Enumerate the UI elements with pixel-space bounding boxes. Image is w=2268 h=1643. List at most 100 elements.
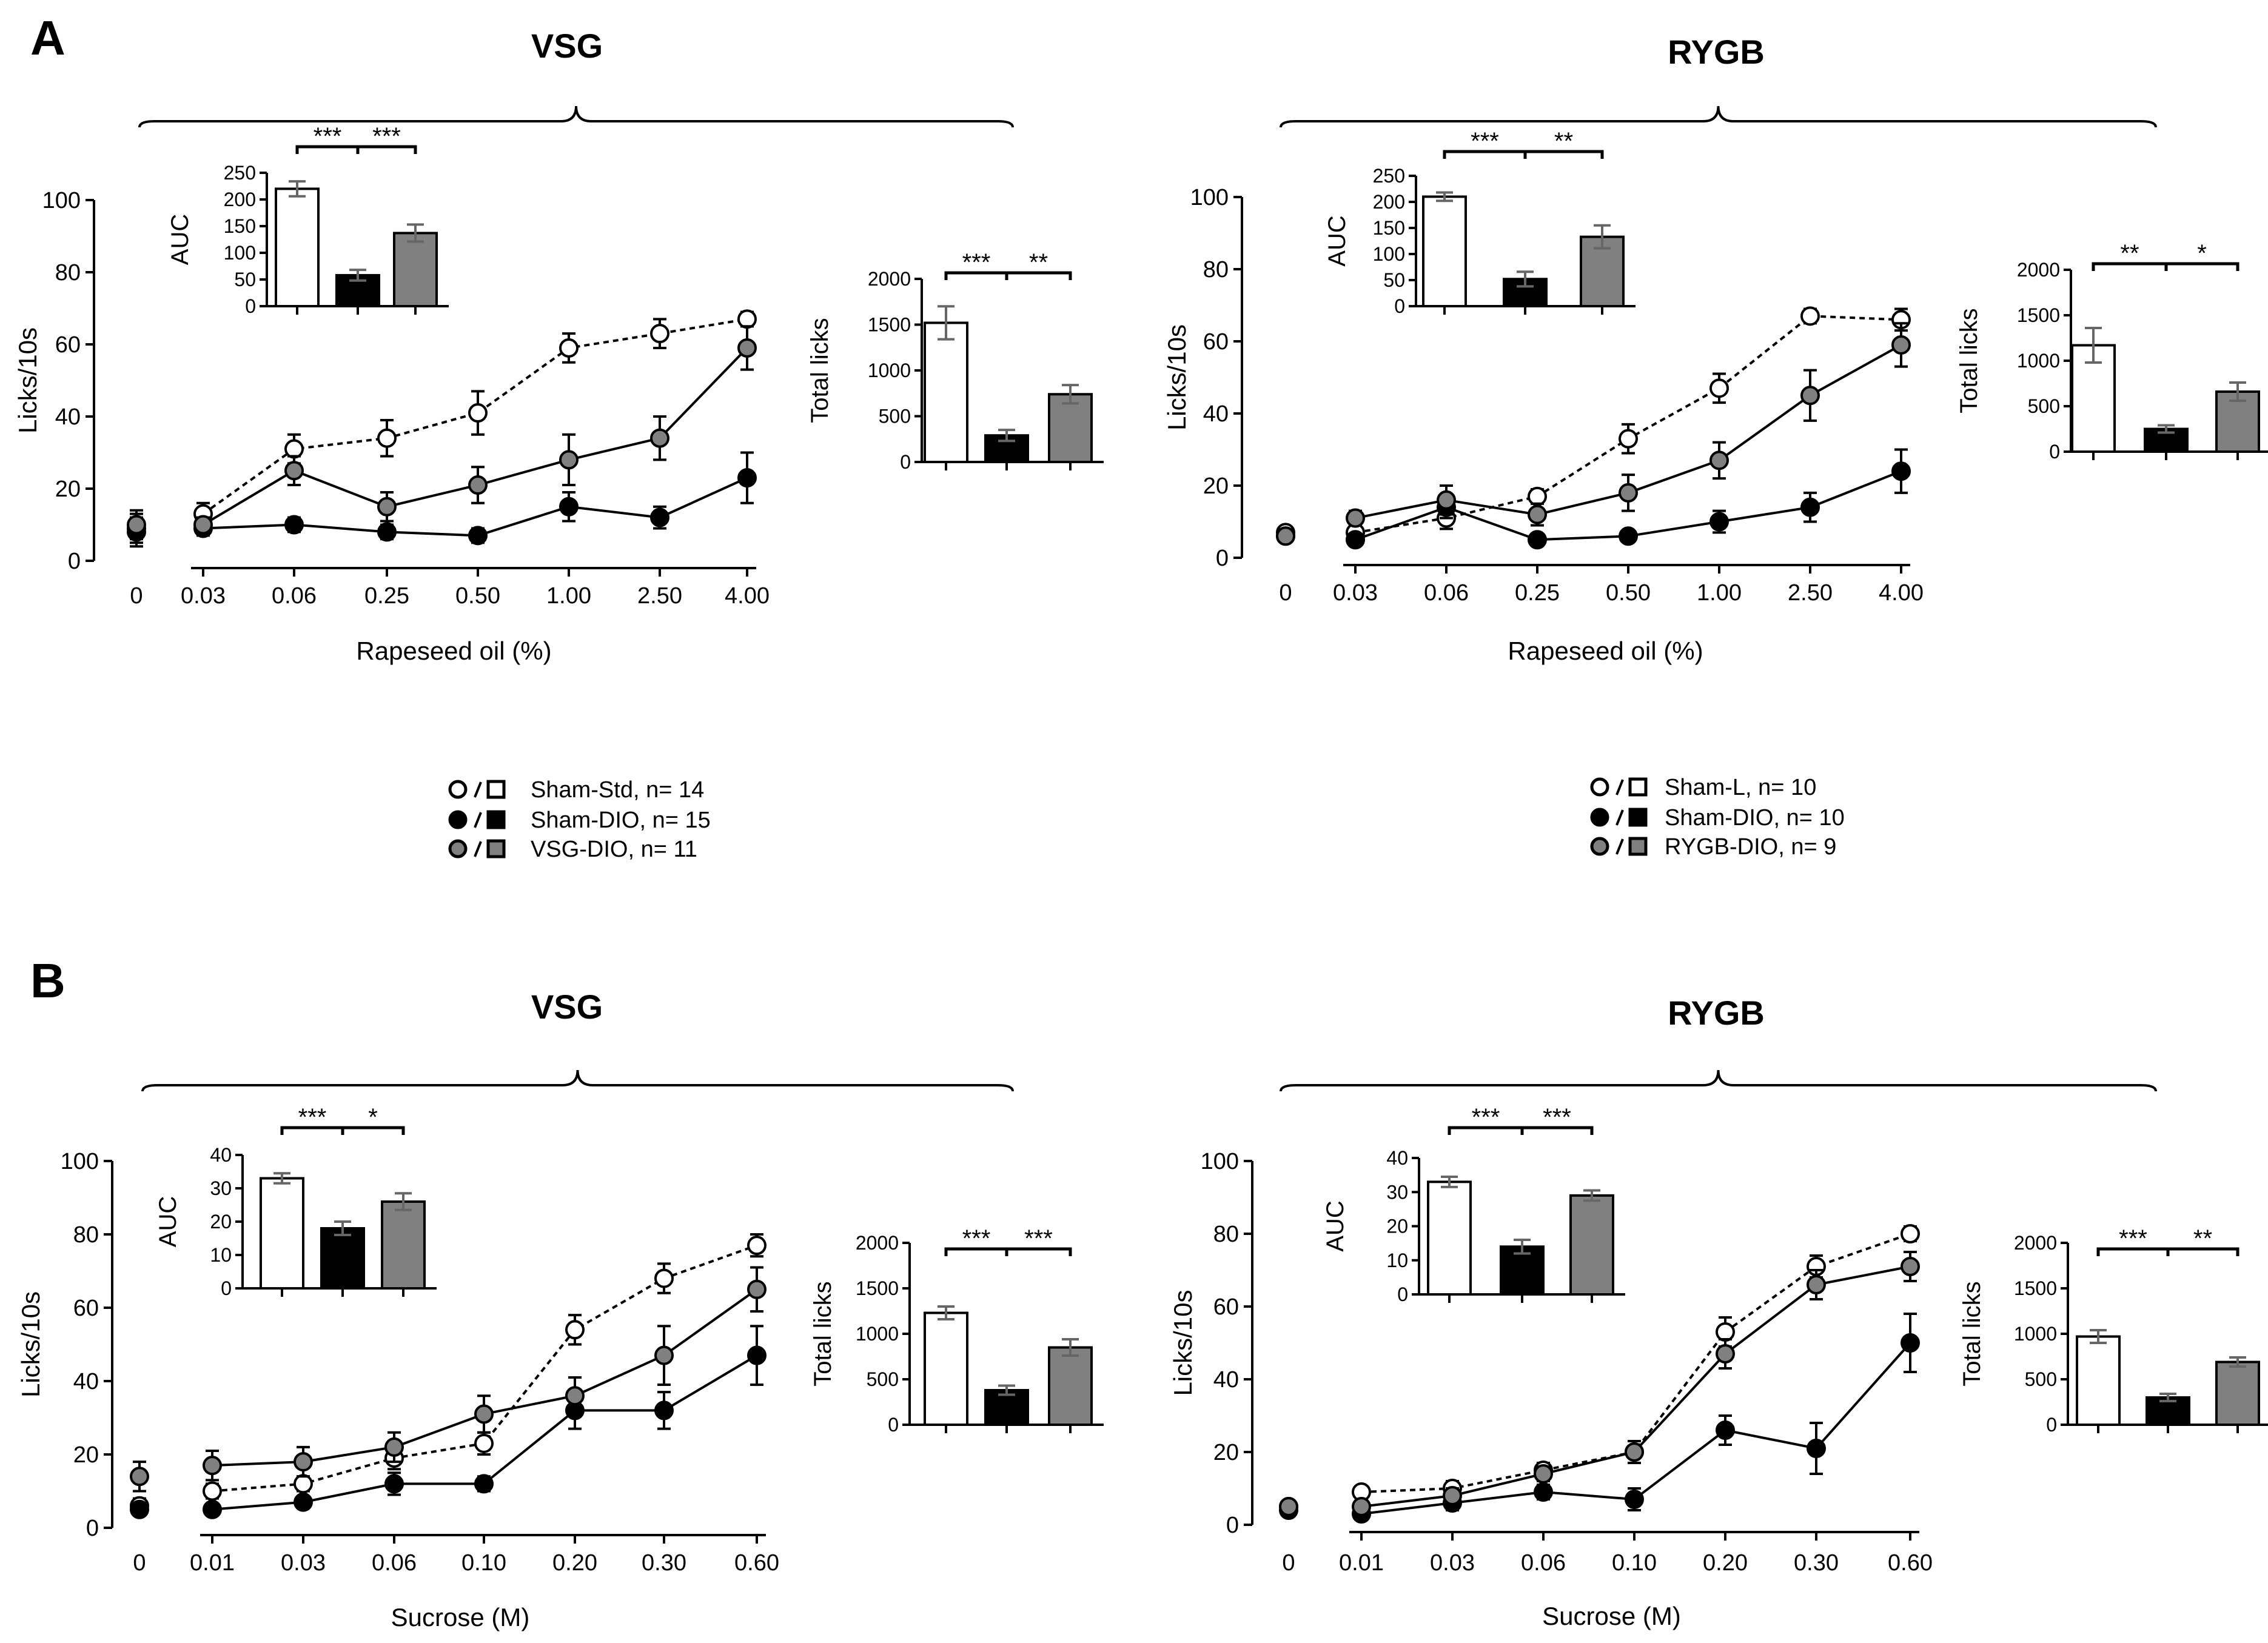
x-tick-label: 0.03 <box>1430 1550 1475 1576</box>
data-point-gray <box>468 475 488 495</box>
data-point-open <box>1800 306 1820 326</box>
legend-marker-open <box>1590 777 1609 797</box>
total-licks-inset-y-tick-label: 2000 <box>856 1232 899 1254</box>
y-tick-label: 20 <box>73 1442 99 1468</box>
legend-slash <box>1615 838 1624 855</box>
y-tick-label: 100 <box>1190 185 1229 210</box>
total-licks-inset-y-tick-label: 0 <box>900 451 911 473</box>
auc-inset-y-tick-label: 0 <box>245 295 256 317</box>
y-tick-label: 0 <box>1226 1513 1239 1538</box>
x-tick-label: 0.20 <box>552 1550 597 1576</box>
data-point-black <box>377 522 397 542</box>
group-brace <box>141 1069 1014 1092</box>
title-a-rygb: RYGB <box>1668 33 1765 71</box>
y-axis-label: Licks/10s <box>16 1291 45 1397</box>
data-point-black <box>1800 497 1820 517</box>
data-point-black <box>294 1492 313 1512</box>
auc-inset-sig-1: *** <box>1472 1104 1500 1131</box>
y-axis-label: Licks/10s <box>1169 1290 1197 1396</box>
y-tick-label: 0 <box>86 1516 99 1541</box>
data-point-black <box>654 1400 674 1420</box>
x-tick-label: 0.01 <box>1339 1550 1384 1576</box>
auc-inset-y-label: AUC <box>1322 1200 1349 1251</box>
total-licks-inset-sig-2: ** <box>1029 249 1048 276</box>
total-licks-inset-y-tick-label: 0 <box>2049 441 2060 463</box>
auc-inset-bar <box>260 1177 304 1290</box>
title-b-rygb: RYGB <box>1668 994 1765 1032</box>
data-point-gray <box>1443 1486 1462 1505</box>
data-point-gray <box>127 515 146 535</box>
data-point-black <box>1625 1490 1644 1509</box>
legend-marker-open <box>448 780 468 799</box>
total-licks-inset-y-tick-label: 1000 <box>2014 1323 2057 1345</box>
total-licks-inset-y-label: Total licks <box>807 318 833 423</box>
data-point-open <box>294 1474 313 1494</box>
auc-inset-sig-bracket <box>1443 150 1604 159</box>
x-tick-label: 0.30 <box>642 1550 686 1576</box>
total-licks-inset-y-label: Total licks <box>1956 308 1982 413</box>
total-licks-inset-y-tick-label: 1500 <box>868 314 911 336</box>
data-point-black <box>650 507 669 527</box>
y-tick-label: 20 <box>1213 1440 1239 1465</box>
auc-inset-bar <box>1427 1180 1472 1296</box>
x-tick-label: 0.50 <box>1606 580 1651 606</box>
auc-inset-bar <box>1569 1194 1614 1296</box>
data-point-open <box>737 309 757 329</box>
legend-label-vsg-dio: VSG-DIO, n= 11 <box>531 837 697 862</box>
data-point-open <box>1901 1224 1920 1243</box>
y-tick-label: 20 <box>1203 473 1229 499</box>
y-axis-label: Licks/10s <box>13 327 42 433</box>
legend-marker-black <box>1590 808 1609 827</box>
data-point-black <box>1901 1333 1920 1353</box>
legend-slash <box>1615 809 1624 826</box>
auc-inset-y-label: AUC <box>155 1196 181 1247</box>
data-point-black <box>1807 1439 1826 1458</box>
data-point-open <box>654 1268 674 1288</box>
x-tick-label: 0.20 <box>1703 1550 1748 1576</box>
total-licks-inset-bar <box>2215 1360 2260 1426</box>
data-point-open <box>559 338 579 358</box>
data-point-gray <box>737 338 757 358</box>
x-tick-label: 4.00 <box>725 583 770 609</box>
total-licks-inset-y-tick-label: 1500 <box>2017 304 2060 326</box>
x-tick-label: 0 <box>1279 580 1292 606</box>
legend-marker-black <box>448 810 468 829</box>
auc-inset-bar <box>1422 195 1467 307</box>
data-point-gray <box>1625 1442 1644 1462</box>
x-tick-label: 0.06 <box>272 583 317 609</box>
legend-label-rygb-dio: RYGB-DIO, n= 9 <box>1665 834 1836 860</box>
auc-inset-y-tick-label: 0 <box>1394 295 1405 317</box>
group-brace <box>1280 105 2157 128</box>
total-licks-inset-sig-2: ** <box>2193 1225 2212 1252</box>
data-point-gray <box>654 1345 674 1365</box>
legend-marker-gray <box>448 839 468 858</box>
legend-square-black <box>1628 808 1648 827</box>
x-tick-label: 2.50 <box>1788 580 1833 606</box>
auc-inset-sig-1: *** <box>314 123 342 150</box>
y-tick-label: 80 <box>1213 1222 1239 1247</box>
x-axis-label: Sucrose (M) <box>1542 1602 1681 1630</box>
data-point-gray <box>1709 450 1729 470</box>
total-licks-inset-y-tick-label: 500 <box>867 1368 899 1390</box>
data-point-black <box>747 1345 767 1365</box>
legend-square-open <box>486 780 506 799</box>
x-tick-label: 0.50 <box>455 583 500 609</box>
data-point-black <box>1709 512 1729 532</box>
data-point-open <box>1716 1322 1735 1342</box>
data-point-gray <box>1807 1275 1826 1294</box>
title-b-vsg: VSG <box>531 988 603 1026</box>
legend-label-sham-dio: Sham-DIO, n= 15 <box>531 808 711 833</box>
data-point-gray <box>650 428 669 448</box>
auc-inset-y-tick-label: 0 <box>1397 1283 1408 1305</box>
x-tick-label: 0.06 <box>372 1550 417 1576</box>
x-tick-label: 4.00 <box>1879 580 1924 606</box>
data-point-black <box>384 1474 404 1494</box>
x-tick-label: 0.06 <box>1424 580 1469 606</box>
data-point-gray <box>559 450 579 470</box>
y-tick-label: 60 <box>1213 1294 1239 1320</box>
data-point-black <box>1346 530 1365 550</box>
auc-inset-y-tick-label: 200 <box>1373 191 1405 213</box>
data-point-open <box>1528 486 1547 506</box>
